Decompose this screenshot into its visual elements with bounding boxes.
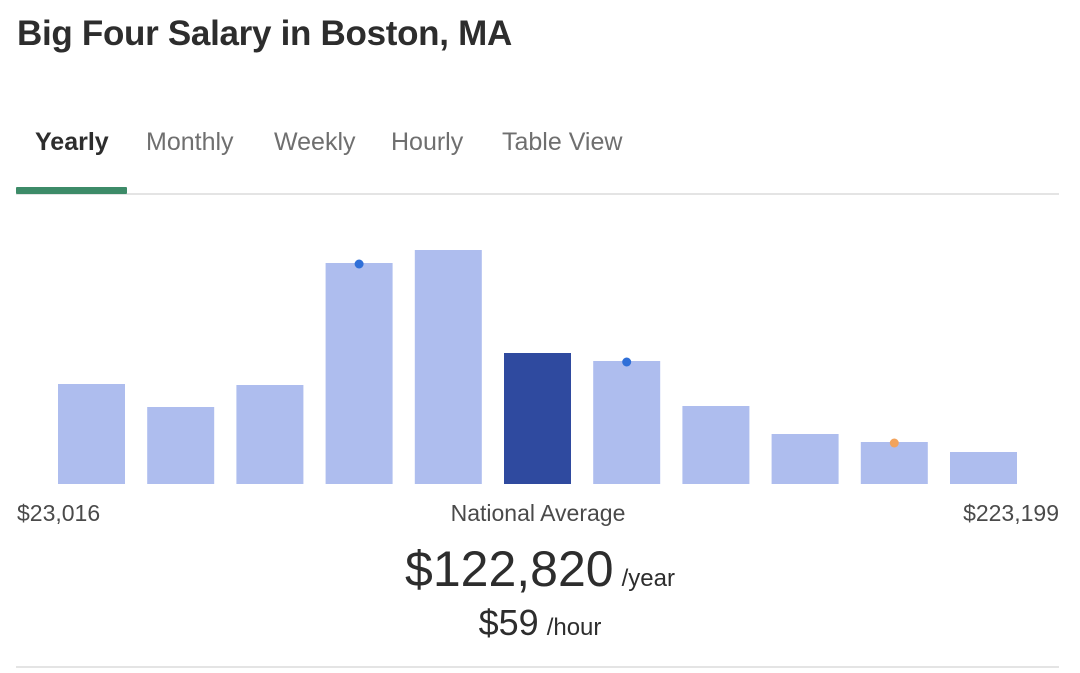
max-salary-label: $223,199 — [963, 500, 1059, 526]
hourly-average: $59/hour — [0, 602, 1080, 644]
histogram-bar[interactable] — [771, 434, 839, 484]
national-average-label: National Average — [450, 500, 626, 526]
hourly-average-value: $59 — [478, 602, 539, 643]
yearly-unit: /year — [621, 565, 675, 592]
histogram-bar[interactable] — [593, 361, 661, 484]
page-title: Big Four Salary in Boston, MA — [17, 14, 512, 53]
histogram-bar[interactable] — [325, 263, 393, 484]
histogram-marker-dot — [889, 438, 899, 448]
tab-monthly[interactable]: Monthly — [146, 128, 234, 156]
histogram-marker-dot — [354, 259, 364, 269]
active-tab-indicator — [16, 187, 127, 194]
histogram-bar[interactable] — [414, 250, 482, 484]
histogram-bar-highlight[interactable] — [504, 353, 571, 484]
histogram-marker-dot — [622, 357, 632, 367]
histogram-bar[interactable] — [236, 385, 304, 484]
histogram-bar[interactable] — [860, 442, 928, 484]
histogram-bar[interactable] — [147, 407, 215, 484]
tab-bar: Yearly Monthly Weekly Hourly Table View — [16, 108, 1059, 195]
min-salary-label: $23,016 — [17, 500, 101, 526]
histogram-bar[interactable] — [950, 452, 1017, 484]
tab-table-view[interactable]: Table View — [502, 128, 623, 156]
divider — [16, 666, 1059, 668]
yearly-average: $122,820/year — [0, 540, 1080, 598]
hourly-unit: /hour — [546, 614, 602, 641]
tab-yearly[interactable]: Yearly — [35, 128, 109, 156]
histogram-bar[interactable] — [58, 384, 125, 484]
yearly-average-value: $122,820 — [405, 541, 614, 597]
tab-hourly[interactable]: Hourly — [391, 128, 464, 156]
tab-weekly[interactable]: Weekly — [274, 128, 356, 156]
salary-histogram — [58, 250, 1017, 484]
histogram-bar[interactable] — [682, 406, 750, 484]
